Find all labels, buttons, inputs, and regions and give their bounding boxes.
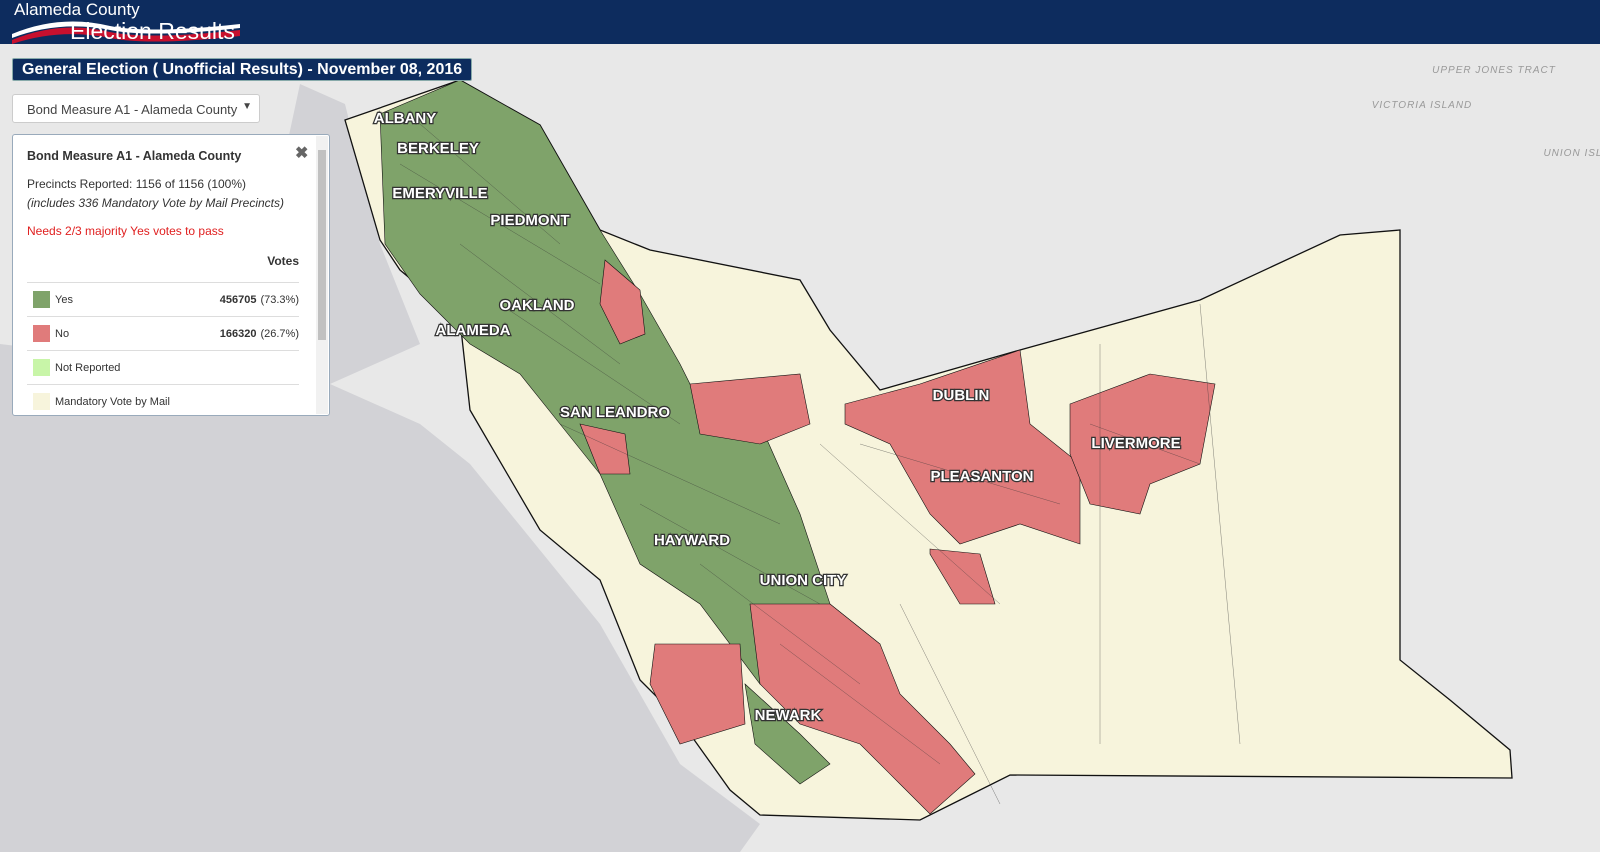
vote-count: 456705 (73.3%) [220, 294, 299, 306]
note: (includes 336 Mandatory Vote by Mail Pre… [27, 196, 285, 210]
dropdown-arrow: ▼ [242, 101, 252, 112]
precincts-reported: Precincts Reported: 1156 of 1156 (100%) [27, 177, 247, 191]
election-title: General Election ( Unofficial Results) -… [12, 58, 473, 81]
no-region [929, 548, 996, 605]
result-row: Mandatory Vote by Mail [27, 384, 299, 415]
no-region [689, 373, 811, 445]
city-label: OAKLAND [500, 297, 575, 314]
result-row: Yes 456705 (73.3%) [27, 282, 299, 316]
choice-label: Not Reported [55, 361, 121, 374]
results-panel: Bond Measure A1 - Alameda County Precinc… [12, 134, 330, 416]
city-label: EMERYVILLE [392, 185, 487, 202]
city-label: UNION CITY [760, 572, 847, 589]
swatch [33, 393, 50, 410]
city-label: LIVERMORE [1091, 435, 1180, 452]
dropdown-value: Bond Measure A1 - Alameda County [27, 102, 238, 117]
swatch [33, 325, 50, 342]
flag-logo [12, 21, 240, 44]
result-row: No 166320 (26.7%) [27, 316, 299, 350]
swatch [33, 359, 50, 376]
basemap-label: UPPER JONES TRACT [1432, 65, 1556, 76]
header: Alameda County Election Results [0, 0, 1600, 44]
no-region [579, 423, 631, 475]
city-label: DUBLIN [933, 387, 990, 404]
choice-label: Yes [55, 293, 73, 306]
votes: 456705 [219, 293, 257, 306]
city-label: SAN LEANDRO [560, 404, 670, 421]
city-label: BERKELEY [397, 140, 479, 157]
requirement: Needs 2/3 majority Yes votes to pass [27, 224, 224, 238]
results-table: Yes 456705 (73.3%) No 166320 (26.7%) Not Repor… [27, 282, 299, 415]
city-label: ALAMEDA [436, 322, 511, 339]
city-labels: ALBANY BERKELEY EMERYVILLE PIEDMONT OAKL… [373, 109, 1182, 726]
no-region [599, 259, 646, 345]
city-label: HAYWARD [654, 532, 730, 549]
precinct-lines [399, 123, 1241, 805]
panel-title: Bond Measure A1 - Alameda County [27, 149, 242, 163]
result-row: Not Reported [27, 350, 299, 384]
votes-header: Votes [267, 254, 299, 268]
yes-region [744, 683, 831, 785]
vote-count: 166320 (26.7%) [220, 328, 299, 340]
percent: (73.3%) [260, 293, 299, 306]
bay [0, 344, 760, 852]
percent: (26.7%) [260, 327, 299, 340]
city-label: ALBANY [374, 110, 437, 127]
scrollbar[interactable] [316, 136, 328, 414]
basemap-label: VICTORIA ISLAND [1372, 100, 1473, 111]
city-label: NEWARK [755, 707, 822, 724]
choice-label: No [55, 327, 70, 340]
no-region [844, 349, 1081, 545]
contest-dropdown[interactable]: Bond Measure A1 - Alameda County ▼ [12, 94, 260, 123]
votes: 166320 [219, 327, 257, 340]
no-region [749, 603, 976, 815]
choice-label: Mandatory Vote by Mail [55, 395, 170, 408]
no-region [649, 643, 746, 745]
app-title: Election Results [70, 18, 235, 44]
city-label: PIEDMONT [490, 212, 569, 229]
no-region [1069, 373, 1216, 515]
close-button[interactable]: ✖ [295, 145, 309, 162]
basemap-label: UNION ISLAND [1543, 148, 1600, 159]
swatch [33, 291, 50, 308]
county-name: Alameda County [14, 0, 140, 19]
city-label: PLEASANTON [930, 468, 1033, 485]
